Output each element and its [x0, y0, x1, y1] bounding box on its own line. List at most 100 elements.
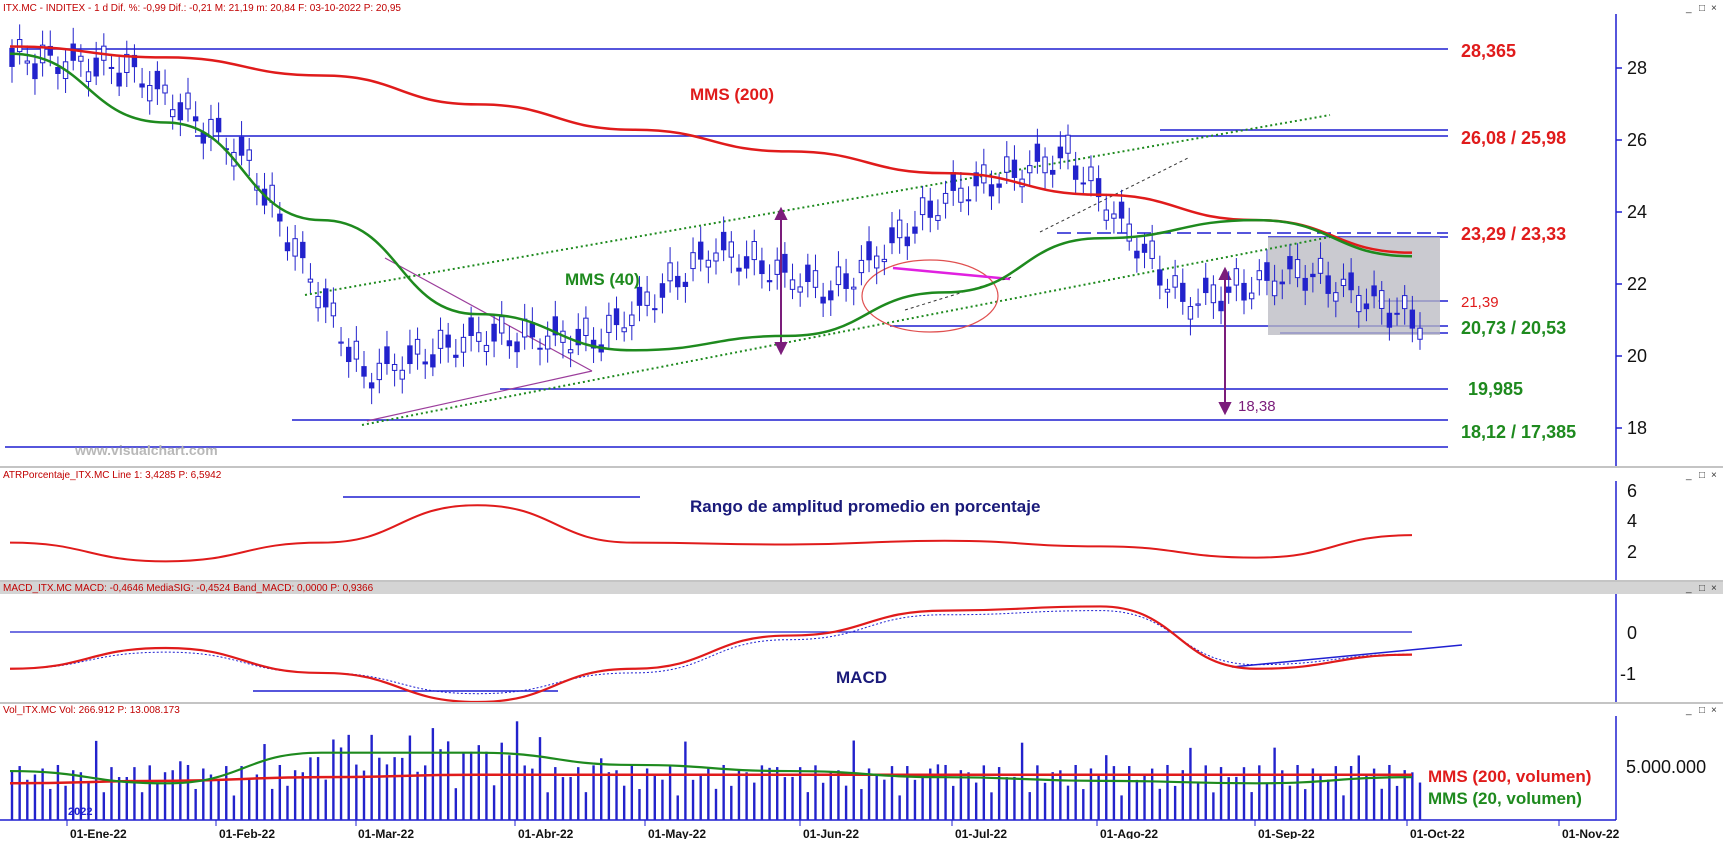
candle	[399, 356, 405, 394]
candle	[1180, 268, 1186, 315]
volume-bar	[1028, 792, 1031, 820]
volume-bar	[508, 755, 511, 820]
volume-bar	[148, 765, 151, 820]
volume-bar	[538, 737, 542, 820]
candle	[950, 160, 956, 206]
candle	[965, 186, 972, 216]
maximize-icon[interactable]: □	[1699, 705, 1705, 716]
channel-upper	[304, 114, 1331, 296]
candle	[560, 320, 566, 359]
candle	[1333, 282, 1339, 318]
candle	[460, 323, 467, 367]
volume-bar	[1059, 770, 1062, 820]
volume-bar	[393, 757, 396, 820]
volume-bar	[1005, 777, 1008, 820]
candle	[782, 242, 788, 288]
candle	[873, 246, 880, 285]
close-icon[interactable]: ×	[1711, 3, 1717, 14]
candle	[338, 327, 344, 357]
volume-bar	[1235, 776, 1238, 820]
candle	[805, 253, 811, 298]
volume-bar	[1043, 782, 1047, 820]
minimize-icon[interactable]: _	[1685, 470, 1692, 481]
volume-bar	[1349, 766, 1353, 820]
level-labels: 28,365 26,08 / 25,98 23,29 / 23,33 21,39…	[1461, 41, 1576, 442]
volume-bar	[339, 747, 343, 820]
candle	[292, 225, 298, 271]
maximize-icon[interactable]: □	[1699, 3, 1705, 14]
volume-bar	[117, 777, 121, 820]
candle	[437, 317, 444, 364]
close-icon[interactable]: ×	[1711, 470, 1717, 481]
volume-bar	[408, 735, 412, 820]
volume-bar	[446, 741, 450, 820]
volume-bar	[584, 792, 588, 820]
candle	[407, 329, 413, 374]
candle	[1034, 128, 1041, 174]
window-controls[interactable]: _ □ × _ □ × _ □ × _ □ ×	[1685, 3, 1717, 716]
candle	[675, 261, 681, 300]
candle	[828, 280, 834, 316]
candle	[751, 229, 757, 276]
candle	[208, 104, 214, 152]
candle	[368, 372, 375, 405]
candle	[858, 245, 865, 286]
candle	[246, 137, 252, 176]
volume-mms200-line	[9, 773, 1412, 785]
candle	[361, 351, 367, 389]
x-tickmarks	[66, 820, 1560, 826]
candle	[78, 44, 84, 77]
candle	[93, 41, 99, 86]
volume-bar	[684, 741, 687, 820]
candle	[1088, 155, 1094, 197]
candle	[315, 281, 321, 322]
candle	[1363, 288, 1370, 322]
volume-bars	[10, 721, 1422, 820]
close-icon[interactable]: ×	[1711, 583, 1717, 594]
candle	[789, 263, 796, 300]
volume-bar	[41, 768, 44, 820]
close-icon[interactable]: ×	[1711, 705, 1717, 716]
volume-bar	[722, 764, 725, 820]
volume-bar	[194, 788, 197, 820]
candle	[736, 254, 742, 286]
candle	[613, 296, 620, 341]
volume-bar	[332, 739, 335, 820]
level-label: 21,39	[1461, 294, 1499, 311]
candle	[300, 231, 306, 274]
volume-bar	[622, 785, 626, 820]
candle	[1080, 166, 1087, 194]
macd-panel-header: MACD_ITX.MC MACD: -0,4646 MediaSIG: -0,4…	[3, 583, 374, 594]
volume-legend-20: MMS (20, volumen)	[1428, 789, 1582, 808]
volume-bar	[676, 795, 679, 820]
macd-y-ticks: -1 0	[1620, 623, 1637, 684]
volume-bar	[730, 785, 733, 820]
volume-bar	[875, 774, 878, 820]
minimize-icon[interactable]: _	[1685, 705, 1692, 716]
minimize-icon[interactable]: _	[1685, 583, 1692, 594]
candle	[529, 307, 536, 350]
maximize-icon[interactable]: □	[1699, 583, 1705, 594]
volume-bar	[760, 765, 764, 820]
volume-bar	[1258, 765, 1261, 820]
level-label: 20,73 / 20,53	[1461, 318, 1566, 338]
atr-line	[9, 504, 1413, 563]
volume-bar	[699, 774, 702, 820]
volume-bar	[362, 770, 366, 820]
x-tick-label: 01-Jun-22	[803, 827, 859, 839]
volume-bar	[1196, 782, 1200, 820]
minimize-icon[interactable]: _	[1685, 3, 1692, 14]
x-tick-label: 01-Oct-22	[1410, 827, 1465, 839]
atr-y-tick: 4	[1627, 511, 1637, 531]
candle	[16, 24, 23, 65]
candle	[1279, 269, 1285, 300]
volume-bar	[844, 785, 848, 820]
volume-bar	[217, 779, 220, 820]
candle	[1210, 275, 1217, 319]
candle	[1111, 201, 1117, 234]
candle	[345, 338, 352, 378]
volume-bar	[140, 792, 144, 820]
maximize-icon[interactable]: □	[1699, 470, 1705, 481]
volume-bar	[1380, 788, 1383, 820]
candle	[491, 314, 497, 358]
